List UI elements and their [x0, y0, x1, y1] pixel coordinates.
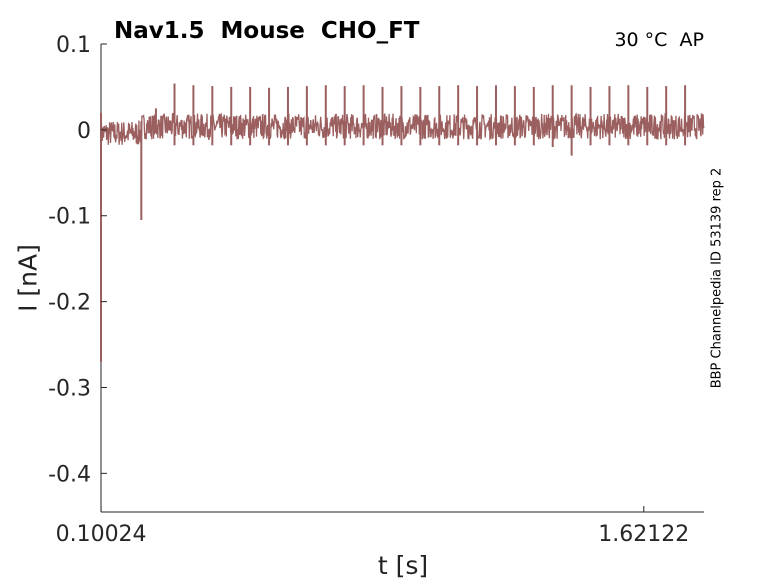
x-tick-label: 0.10024: [56, 522, 147, 547]
y-axis-label: I [nA]: [13, 244, 43, 312]
y-tick-label: -0.4: [48, 462, 91, 487]
trace-baseline: [100, 112, 705, 147]
source-label: BBP Channelpedia ID 53139 rep 2: [709, 167, 725, 389]
y-tick-label: -0.2: [48, 291, 91, 316]
condition-label: 30 °C AP: [614, 29, 704, 51]
x-axis-label: t [s]: [377, 551, 429, 580]
y-tick-label: 0: [77, 119, 91, 144]
chart-ticks: 0.1 0 -0.1 -0.2 -0.3 -0.4 0.10024 1.62122: [48, 33, 689, 547]
y-tick-label: 0.1: [56, 33, 91, 58]
chart-axes: [100, 44, 704, 513]
current-trace: [100, 83, 705, 362]
y-tick-label: -0.1: [48, 205, 91, 230]
chart-title: Nav1.5 Mouse CHO_FT: [114, 18, 420, 44]
y-tick-label: -0.3: [48, 376, 91, 401]
x-tick-label: 1.62122: [598, 522, 689, 547]
